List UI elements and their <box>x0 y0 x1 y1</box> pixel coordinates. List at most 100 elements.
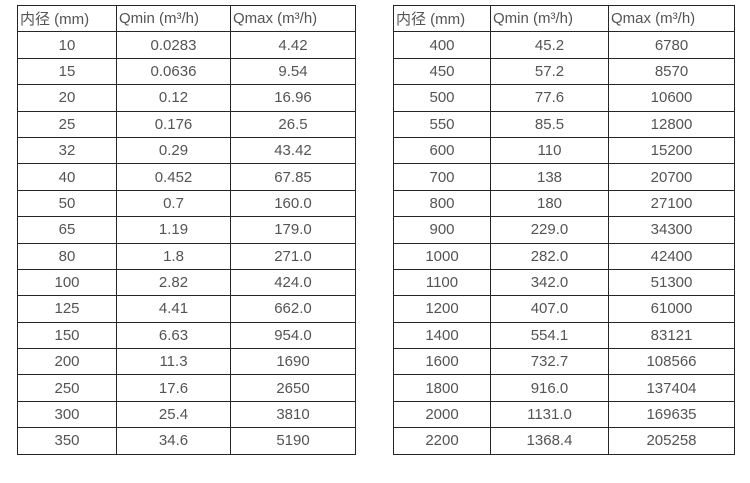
qmin-cell: 57.2 <box>490 57 609 86</box>
qmax-cell: 61000 <box>608 295 735 323</box>
qmax-cell: 954.0 <box>230 321 356 350</box>
qmax-cell: 34300 <box>608 216 735 244</box>
diameter-cell: 450 <box>393 57 491 86</box>
table-row: 550 85.5 12800 <box>393 110 735 138</box>
qmin-cell: 2.82 <box>116 268 231 297</box>
qmin-cell: 0.12 <box>116 84 231 112</box>
qmin-cell: 17.6 <box>116 374 231 402</box>
qmin-cell: 34.6 <box>116 427 231 455</box>
qmax-cell: 9.54 <box>230 57 356 86</box>
qmin-cell: 11.3 <box>116 348 231 376</box>
qmax-cell: 6780 <box>608 31 735 59</box>
diameter-cell: 1600 <box>393 348 491 376</box>
flow-table-large-diameters: 内径 (mm) Qmin (m³/h) Qmax (m³/h) 400 45.2 678… <box>393 4 735 455</box>
table-row: 125 4.41 662.0 <box>17 295 356 323</box>
table-row: 150 6.63 954.0 <box>17 321 356 350</box>
qmax-cell: 16.96 <box>230 84 356 112</box>
qmin-cell: 0.176 <box>116 110 231 138</box>
diameter-cell: 1200 <box>393 295 491 323</box>
qmin-cell: 407.0 <box>490 295 609 323</box>
qmin-cell: 916.0 <box>490 374 609 402</box>
diameter-cell: 25 <box>17 110 117 138</box>
flow-table-small-diameters: 内径 (mm) Qmin (m³/h) Qmax (m³/h) 10 0.0283 4.… <box>17 4 356 455</box>
diameter-cell: 150 <box>17 321 117 350</box>
diameter-cell: 2200 <box>393 427 491 455</box>
diameter-cell: 125 <box>17 295 117 323</box>
table-row: 32 0.29 43.42 <box>17 136 356 165</box>
qmin-cell: 77.6 <box>490 84 609 112</box>
qmin-cell: 138 <box>490 163 609 191</box>
qmax-cell: 20700 <box>608 163 735 191</box>
header-cell-qmin: Qmin (m³/h) <box>116 4 231 33</box>
diameter-cell: 40 <box>17 163 117 191</box>
qmax-cell: 27100 <box>608 189 735 218</box>
flow-spec-tables: 内径 (mm) Qmin (m³/h) Qmax (m³/h) 10 0.0283 4.… <box>17 4 735 455</box>
table-row: 600 110 15200 <box>393 136 735 165</box>
table-row: 200 11.3 1690 <box>17 348 356 376</box>
diameter-cell: 15 <box>17 57 117 86</box>
qmax-cell: 10600 <box>608 84 735 112</box>
qmin-cell: 229.0 <box>490 216 609 244</box>
diameter-cell: 1000 <box>393 242 491 270</box>
qmax-cell: 2650 <box>230 374 356 402</box>
qmax-cell: 8570 <box>608 57 735 86</box>
header-cell-diameter: 内径 (mm) <box>393 4 491 33</box>
table-row: 250 17.6 2650 <box>17 374 356 402</box>
table-row: 450 57.2 8570 <box>393 57 735 86</box>
diameter-cell: 100 <box>17 268 117 297</box>
qmin-cell: 342.0 <box>490 268 609 297</box>
header-cell-diameter: 内径 (mm) <box>17 4 117 33</box>
qmax-cell: 108566 <box>608 348 735 376</box>
header-cell-qmax: Qmax (m³/h) <box>608 4 735 33</box>
qmax-cell: 662.0 <box>230 295 356 323</box>
table-row: 20 0.12 16.96 <box>17 84 356 112</box>
qmin-cell: 180 <box>490 189 609 218</box>
qmin-cell: 0.7 <box>116 189 231 218</box>
diameter-cell: 200 <box>17 348 117 376</box>
table-row: 1600 732.7 108566 <box>393 348 735 376</box>
qmax-cell: 26.5 <box>230 110 356 138</box>
qmin-cell: 45.2 <box>490 31 609 59</box>
diameter-cell: 32 <box>17 136 117 165</box>
table-row: 900 229.0 34300 <box>393 216 735 244</box>
qmax-cell: 205258 <box>608 427 735 455</box>
table-row: 2000 1131.0 169635 <box>393 400 735 429</box>
qmax-cell: 67.85 <box>230 163 356 191</box>
qmin-cell: 732.7 <box>490 348 609 376</box>
qmin-cell: 554.1 <box>490 321 609 350</box>
header-row: 内径 (mm) Qmin (m³/h) Qmax (m³/h) <box>393 4 735 33</box>
qmin-cell: 6.63 <box>116 321 231 350</box>
diameter-cell: 400 <box>393 31 491 59</box>
table-row: 1800 916.0 137404 <box>393 374 735 402</box>
table-row: 1000 282.0 42400 <box>393 242 735 270</box>
qmin-cell: 0.29 <box>116 136 231 165</box>
qmax-cell: 51300 <box>608 268 735 297</box>
diameter-cell: 550 <box>393 110 491 138</box>
qmin-cell: 110 <box>490 136 609 165</box>
qmin-cell: 1131.0 <box>490 400 609 429</box>
table-row: 100 2.82 424.0 <box>17 268 356 297</box>
diameter-cell: 800 <box>393 189 491 218</box>
diameter-cell: 350 <box>17 427 117 455</box>
diameter-cell: 65 <box>17 216 117 244</box>
table-row: 80 1.8 271.0 <box>17 242 356 270</box>
qmax-cell: 4.42 <box>230 31 356 59</box>
qmax-cell: 15200 <box>608 136 735 165</box>
diameter-cell: 900 <box>393 216 491 244</box>
diameter-cell: 2000 <box>393 400 491 429</box>
diameter-cell: 700 <box>393 163 491 191</box>
table-row: 300 25.4 3810 <box>17 400 356 429</box>
qmin-cell: 1.8 <box>116 242 231 270</box>
table-row: 800 180 27100 <box>393 189 735 218</box>
header-row: 内径 (mm) Qmin (m³/h) Qmax (m³/h) <box>17 4 356 33</box>
table-row: 2200 1368.4 205258 <box>393 427 735 455</box>
qmax-cell: 5190 <box>230 427 356 455</box>
diameter-cell: 600 <box>393 136 491 165</box>
qmax-cell: 424.0 <box>230 268 356 297</box>
qmax-cell: 3810 <box>230 400 356 429</box>
diameter-cell: 80 <box>17 242 117 270</box>
table-row: 40 0.452 67.85 <box>17 163 356 191</box>
table-row: 400 45.2 6780 <box>393 31 735 59</box>
table-row: 350 34.6 5190 <box>17 427 356 455</box>
qmax-cell: 271.0 <box>230 242 356 270</box>
